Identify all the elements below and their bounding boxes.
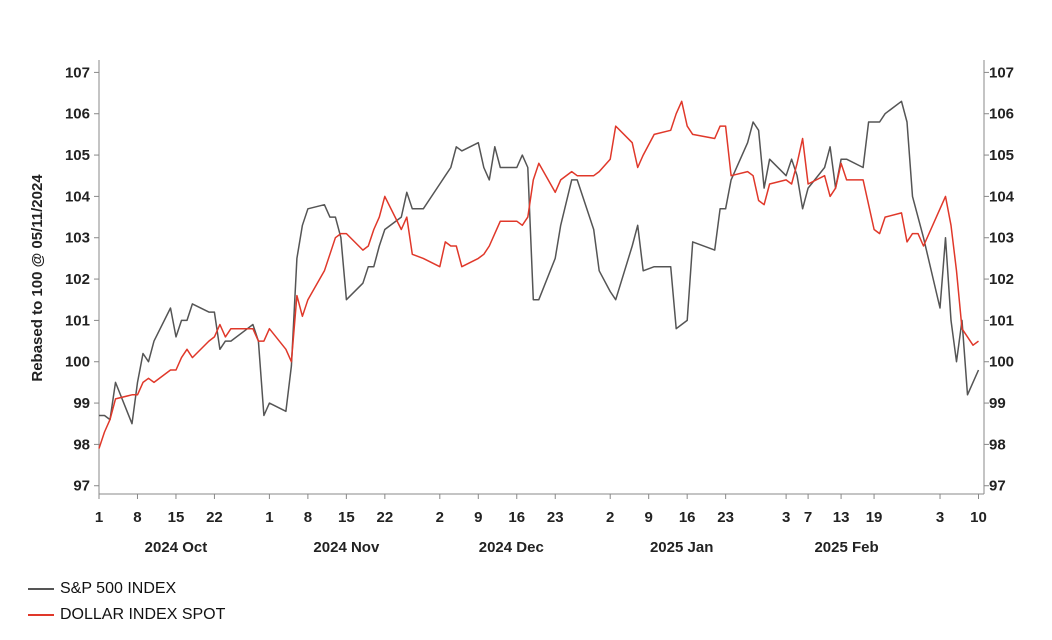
x-tick-label: 16 [508,509,525,526]
x-tick-label: 2 [606,509,614,526]
x-tick-label: 8 [304,509,312,526]
x-tick-label: 15 [338,509,355,526]
right-y-axis: 97 98 99 100 101 102 103 104 105 106 107 [983,60,1015,495]
left-y-axis: 97 98 99 100 101 102 103 104 105 106 107 [65,60,100,495]
left-y-tick-label: 104 [65,188,91,205]
legend-label-sp500: S&P 500 INDEX [60,580,177,597]
x-tick-label: 1 [95,509,103,526]
series-line-sp500 [99,100,980,425]
series-layer [98,100,980,449]
left-y-tick-label: 102 [65,271,90,288]
left-y-tick-label: 98 [73,436,90,453]
x-month-label: 2024 Nov [313,539,380,556]
right-y-tick-label: 107 [989,64,1014,81]
x-tick-label: 23 [547,509,564,526]
x-tick-label: 9 [645,509,653,526]
left-y-tick-label: 103 [65,230,90,247]
legend-item-sp500: S&P 500 INDEX [28,576,225,602]
left-y-tick-label: 99 [73,395,90,412]
legend-swatch-sp500 [28,588,54,590]
left-y-tick-label: 106 [65,106,90,123]
legend-swatch-dollar-index [28,614,54,616]
right-y-tick-label: 105 [989,147,1014,164]
x-tick-label: 1 [265,509,273,526]
x-tick-label: 7 [804,509,812,526]
right-y-tick-label: 97 [989,478,1006,495]
x-month-label: 2024 Oct [145,539,208,556]
right-y-tick-label: 102 [989,271,1014,288]
left-y-tick-label: 107 [65,64,90,81]
right-y-tick-label: 100 [989,354,1014,371]
right-y-tick-label: 99 [989,395,1006,412]
y-axis-title: Rebased to 100 @ 05/11/2024 [29,174,46,382]
right-y-tick-label: 103 [989,230,1014,247]
x-tick-label: 15 [168,509,185,526]
legend: S&P 500 INDEX DOLLAR INDEX SPOT [28,576,225,628]
x-tick-label: 3 [782,509,790,526]
x-tick-label: 10 [970,509,987,526]
x-tick-label: 16 [679,509,696,526]
left-y-tick-label: 97 [73,478,90,495]
x-month-label: 2024 Dec [479,539,544,556]
x-tick-label: 22 [206,509,223,526]
x-month-label: 2025 Jan [650,539,713,556]
series-line-dollar-index [98,100,979,449]
x-tick-label: 13 [833,509,850,526]
left-y-tick-label: 100 [65,354,90,371]
x-tick-label: 8 [133,509,141,526]
x-month-label: 2025 Feb [814,539,878,556]
x-tick-label: 23 [717,509,734,526]
right-y-tick-label: 101 [989,312,1014,329]
x-tick-label: 2 [436,509,444,526]
x-tick-label: 9 [474,509,482,526]
left-y-tick-label: 105 [65,147,90,164]
x-tick-label: 3 [936,509,944,526]
right-y-tick-label: 104 [989,188,1015,205]
right-y-tick-label: 98 [989,436,1006,453]
right-y-tick-label: 106 [989,106,1014,123]
x-tick-label: 22 [376,509,393,526]
x-tick-label: 19 [866,509,883,526]
legend-label-dollar-index: DOLLAR INDEX SPOT [60,606,226,623]
legend-item-dollar-index: DOLLAR INDEX SPOT [28,602,225,628]
left-y-tick-label: 101 [65,312,90,329]
